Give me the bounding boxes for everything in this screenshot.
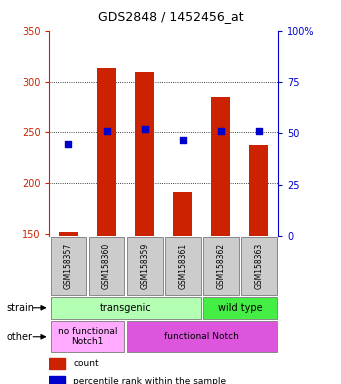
- Point: [66, 141, 71, 147]
- Text: GSM158361: GSM158361: [178, 243, 187, 289]
- Bar: [50, 297, 201, 319]
- Bar: [249, 145, 268, 236]
- Point: [218, 128, 224, 134]
- Point: [256, 128, 262, 134]
- Bar: [97, 68, 116, 236]
- Text: count: count: [73, 359, 99, 368]
- Text: strain: strain: [7, 303, 35, 313]
- Bar: [127, 321, 277, 352]
- Point: [180, 137, 186, 143]
- Text: GSM158360: GSM158360: [102, 243, 111, 289]
- Bar: [203, 297, 277, 319]
- Bar: [49, 358, 65, 369]
- Text: GSM158357: GSM158357: [64, 243, 73, 289]
- Text: GSM158363: GSM158363: [254, 243, 263, 289]
- Text: functional Notch: functional Notch: [164, 332, 239, 341]
- Text: GSM158362: GSM158362: [216, 243, 225, 289]
- Text: percentile rank within the sample: percentile rank within the sample: [73, 377, 226, 384]
- Text: GDS2848 / 1452456_at: GDS2848 / 1452456_at: [98, 10, 243, 23]
- Bar: [203, 237, 239, 295]
- Bar: [173, 192, 192, 236]
- Text: GSM158359: GSM158359: [140, 243, 149, 289]
- Bar: [59, 232, 78, 236]
- Bar: [50, 321, 124, 352]
- Bar: [49, 376, 65, 384]
- Text: other: other: [7, 332, 33, 342]
- Text: wild type: wild type: [218, 303, 262, 313]
- Bar: [50, 237, 86, 295]
- Bar: [127, 237, 163, 295]
- Point: [104, 128, 109, 134]
- Bar: [165, 237, 201, 295]
- Text: no functional
Notch1: no functional Notch1: [58, 327, 117, 346]
- Bar: [89, 237, 124, 295]
- Point: [142, 126, 147, 132]
- Text: transgenic: transgenic: [100, 303, 151, 313]
- Bar: [241, 237, 277, 295]
- Bar: [135, 73, 154, 236]
- Bar: [211, 97, 230, 236]
